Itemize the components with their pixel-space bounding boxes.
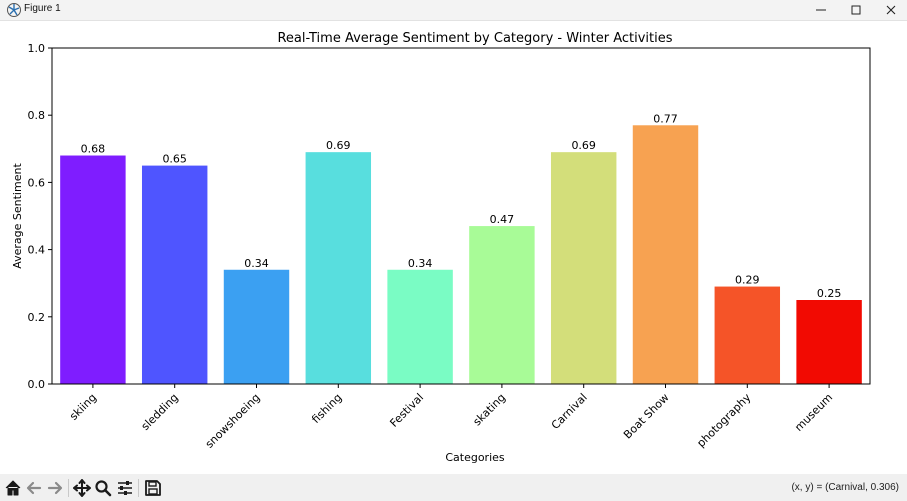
zoom-button[interactable] [93, 478, 113, 498]
bar [632, 125, 699, 384]
maximize-icon [851, 5, 861, 15]
navigation-toolbar: (x, y) = (Carnival, 0.306) [0, 474, 907, 501]
bar-value-label: 0.65 [162, 153, 187, 166]
save-button[interactable] [143, 478, 163, 498]
y-axis: 0.0 0.2 0.4 0.6 0.8 1.0 [28, 42, 52, 391]
x-tick-label: skiing [67, 391, 99, 423]
bar-value-label: 0.77 [653, 112, 678, 125]
y-tick-label: 0.0 [28, 378, 46, 391]
window-titlebar: Figure 1 [0, 0, 907, 21]
close-icon [886, 5, 896, 15]
bar-value-label: 0.69 [571, 139, 596, 152]
minimize-icon [816, 9, 826, 11]
bar-chart: Real-Time Average Sentiment by Category … [11, 31, 871, 464]
matplotlib-icon [7, 3, 21, 17]
bar [550, 152, 617, 384]
bar-value-label: 0.68 [81, 143, 106, 156]
x-axis-label: Categories [445, 451, 505, 464]
bar [387, 269, 453, 384]
configure-subplots-icon [118, 481, 132, 495]
x-tick-label: Festival [387, 391, 426, 430]
y-axis-label: Average Sentiment [11, 163, 24, 269]
y-tick-label: 0.8 [28, 109, 46, 122]
bar-value-label: 0.34 [408, 257, 433, 270]
y-tick-label: 0.2 [28, 311, 46, 324]
x-tick-label: Boat Show [621, 391, 672, 442]
x-tick-label: snowshoeing [203, 391, 263, 451]
y-tick-label: 0.6 [28, 176, 46, 189]
x-tick-label: photography [694, 391, 753, 450]
figure-canvas[interactable]: Real-Time Average Sentiment by Category … [0, 21, 907, 474]
home-icon [5, 480, 21, 496]
bar-value-label: 0.29 [735, 274, 760, 287]
bar [796, 300, 862, 384]
cursor-coordinates: (x, y) = (Carnival, 0.306) [791, 482, 899, 493]
bar-value-label: 0.47 [490, 213, 515, 226]
x-tick-label: museum [792, 391, 835, 434]
x-tick-label: skating [471, 391, 508, 428]
toolbar-separator [138, 479, 139, 497]
back-button[interactable] [24, 478, 44, 498]
bar [714, 286, 781, 384]
forward-button[interactable] [45, 478, 65, 498]
bar [469, 226, 535, 384]
window-title: Figure 1 [24, 3, 61, 14]
x-tick-label: sledding [139, 391, 181, 433]
y-tick-label: 0.4 [28, 244, 46, 257]
back-icon [26, 481, 42, 495]
x-tick-label: fishing [309, 391, 344, 426]
bars: 0.68 0.65 0.34 0.69 0.34 0.47 0.69 0.77 0.29 0.25 [60, 112, 862, 384]
bar-value-label: 0.34 [244, 257, 269, 270]
bar [305, 152, 372, 384]
minimize-button[interactable] [803, 0, 839, 20]
pan-icon [73, 479, 91, 497]
close-button[interactable] [873, 0, 907, 20]
bar-value-label: 0.25 [817, 287, 842, 300]
bar [141, 165, 208, 384]
chart-title: Real-Time Average Sentiment by Category … [277, 31, 672, 46]
zoom-icon [95, 480, 112, 497]
toolbar-separator [68, 479, 69, 497]
bar [223, 269, 290, 384]
y-tick-label: 1.0 [28, 42, 46, 55]
save-icon [145, 480, 161, 496]
maximize-button[interactable] [838, 0, 874, 20]
configure-subplots-button[interactable] [115, 478, 135, 498]
bar [60, 155, 126, 384]
pan-button[interactable] [72, 478, 92, 498]
x-tick-label: Carnival [549, 391, 590, 432]
home-button[interactable] [3, 478, 23, 498]
bar-value-label: 0.69 [326, 139, 351, 152]
plot-frame [51, 47, 871, 385]
forward-icon [47, 481, 63, 495]
x-axis: skiing sledding snowshoeing fishing Festival… [67, 384, 835, 451]
